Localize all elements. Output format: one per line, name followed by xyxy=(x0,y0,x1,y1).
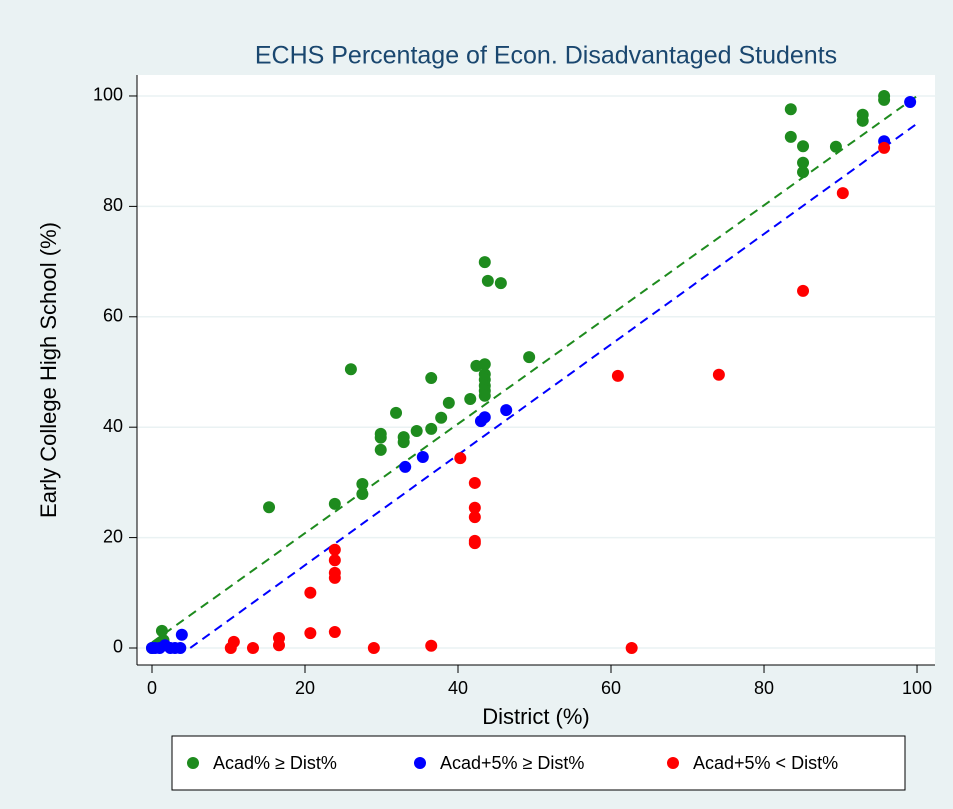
point xyxy=(712,368,725,381)
point xyxy=(442,396,455,409)
point xyxy=(304,627,317,640)
point xyxy=(344,363,357,376)
point xyxy=(435,411,448,424)
point xyxy=(328,625,341,638)
point xyxy=(425,639,438,652)
legend-marker xyxy=(414,757,426,769)
point xyxy=(611,369,624,382)
x-tick-label: 80 xyxy=(754,678,774,698)
point xyxy=(468,476,481,489)
y-axis-label: Early College High School (%) xyxy=(36,222,61,518)
point xyxy=(374,443,387,456)
point xyxy=(356,487,369,500)
point xyxy=(399,460,412,473)
point xyxy=(468,537,481,550)
point xyxy=(468,501,481,514)
point xyxy=(328,497,341,510)
legend-label: Acad+5% ≥ Dist% xyxy=(440,753,584,773)
point xyxy=(878,93,891,106)
point xyxy=(304,586,317,599)
point xyxy=(390,406,403,419)
point xyxy=(397,436,410,449)
point xyxy=(797,284,810,297)
point xyxy=(454,452,467,465)
point xyxy=(797,166,810,179)
point xyxy=(464,393,477,406)
y-tick-label: 60 xyxy=(103,306,123,326)
x-tick-label: 20 xyxy=(295,678,315,698)
point xyxy=(410,425,423,438)
point xyxy=(836,187,849,200)
point xyxy=(797,140,810,153)
point xyxy=(478,411,491,424)
x-axis-label: District (%) xyxy=(482,704,590,729)
point xyxy=(425,372,438,385)
x-tick-label: 40 xyxy=(448,678,468,698)
point xyxy=(478,358,491,371)
point xyxy=(478,256,491,269)
y-tick-label: 20 xyxy=(103,526,123,546)
legend-label: Acad+5% < Dist% xyxy=(693,753,838,773)
legend-marker xyxy=(187,757,199,769)
point xyxy=(797,156,810,169)
point xyxy=(356,478,369,491)
y-tick-label: 100 xyxy=(93,85,123,105)
legend xyxy=(171,735,906,791)
point xyxy=(468,511,481,524)
point xyxy=(174,641,187,654)
point xyxy=(416,450,429,463)
point xyxy=(478,389,491,402)
point xyxy=(272,639,285,652)
chart-title: ECHS Percentage of Econ. Disadvantaged S… xyxy=(255,42,837,70)
plot-area xyxy=(137,75,935,665)
point xyxy=(784,103,797,116)
x-tick-label: 0 xyxy=(147,678,157,698)
fit-line xyxy=(151,95,918,644)
x-tick-label: 60 xyxy=(601,678,621,698)
point xyxy=(481,274,494,287)
point xyxy=(904,96,917,109)
point xyxy=(425,422,438,435)
point xyxy=(856,114,869,127)
point xyxy=(246,641,259,654)
point xyxy=(175,628,188,641)
point xyxy=(625,641,638,654)
point xyxy=(784,130,797,143)
point xyxy=(829,140,842,153)
point xyxy=(494,277,507,290)
point xyxy=(328,571,341,584)
legend-label: Acad% ≥ Dist% xyxy=(213,753,337,773)
point xyxy=(374,431,387,444)
y-tick-label: 40 xyxy=(103,416,123,436)
point xyxy=(328,554,341,567)
point xyxy=(523,351,536,364)
point xyxy=(878,141,891,154)
point xyxy=(367,641,380,654)
point xyxy=(227,635,240,648)
legend-marker xyxy=(667,757,679,769)
x-tick-label: 100 xyxy=(902,678,932,698)
point xyxy=(263,501,276,514)
y-tick-label: 0 xyxy=(113,637,123,657)
point xyxy=(155,624,168,637)
point xyxy=(500,404,513,417)
point xyxy=(328,543,341,556)
y-tick-label: 80 xyxy=(103,195,123,215)
